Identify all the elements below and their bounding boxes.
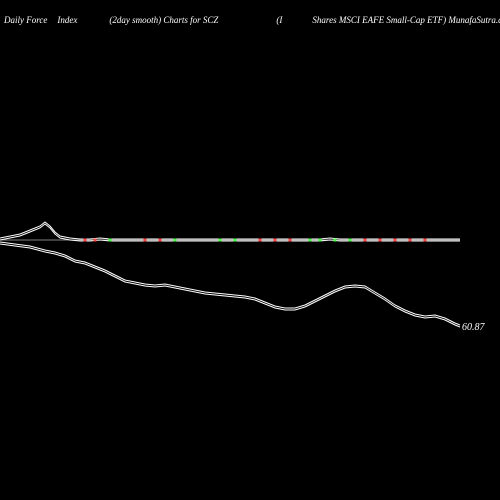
header-text-4: (I	[276, 15, 282, 25]
current-value-label: 60.87	[462, 322, 485, 333]
chart-area: 60.87	[0, 30, 500, 500]
header-text-2: Index	[57, 15, 77, 25]
chart-header: Daily Force Index (2day smooth) Charts f…	[0, 10, 500, 30]
header-text-3: (2day smooth) Charts for SCZ	[109, 15, 218, 25]
header-text-1: Daily Force	[4, 15, 47, 25]
header-text-5: Shares MSCI EAFE Small-Cap ETF) MunafaSu…	[312, 15, 500, 25]
line-chart-svg	[0, 30, 500, 500]
